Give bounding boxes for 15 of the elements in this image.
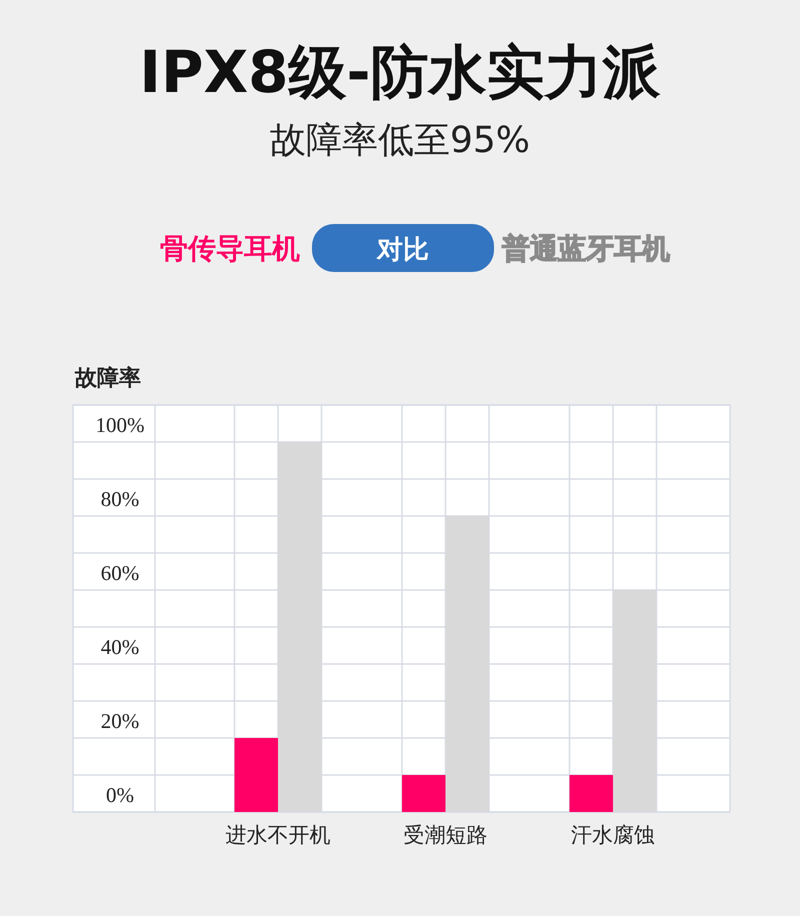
text: 普通蓝牙耳机 (501, 232, 670, 265)
y-tick-label: 40% (100, 635, 140, 659)
y-tick-label: 60% (100, 561, 140, 585)
y-tick-label: 80% (100, 487, 140, 511)
y-tick-label: 20% (100, 709, 140, 733)
text: 骨传导耳机 (160, 232, 300, 265)
x-tick-label: 进水不开机 (226, 823, 330, 847)
x-tick-label: 汗水腐蚀 (571, 823, 655, 847)
y-tick-label: 100% (96, 413, 144, 437)
y-tick-label: 0% (106, 783, 134, 807)
chart-subtitle: 故障率低至95% (270, 120, 530, 161)
x-tick-label: 受潮短路 (404, 823, 488, 847)
y-axis-title: 故障率 (74, 365, 141, 391)
chart-title: IPX8级-防水实力派 (139, 38, 662, 106)
text: 对比 (376, 235, 429, 265)
